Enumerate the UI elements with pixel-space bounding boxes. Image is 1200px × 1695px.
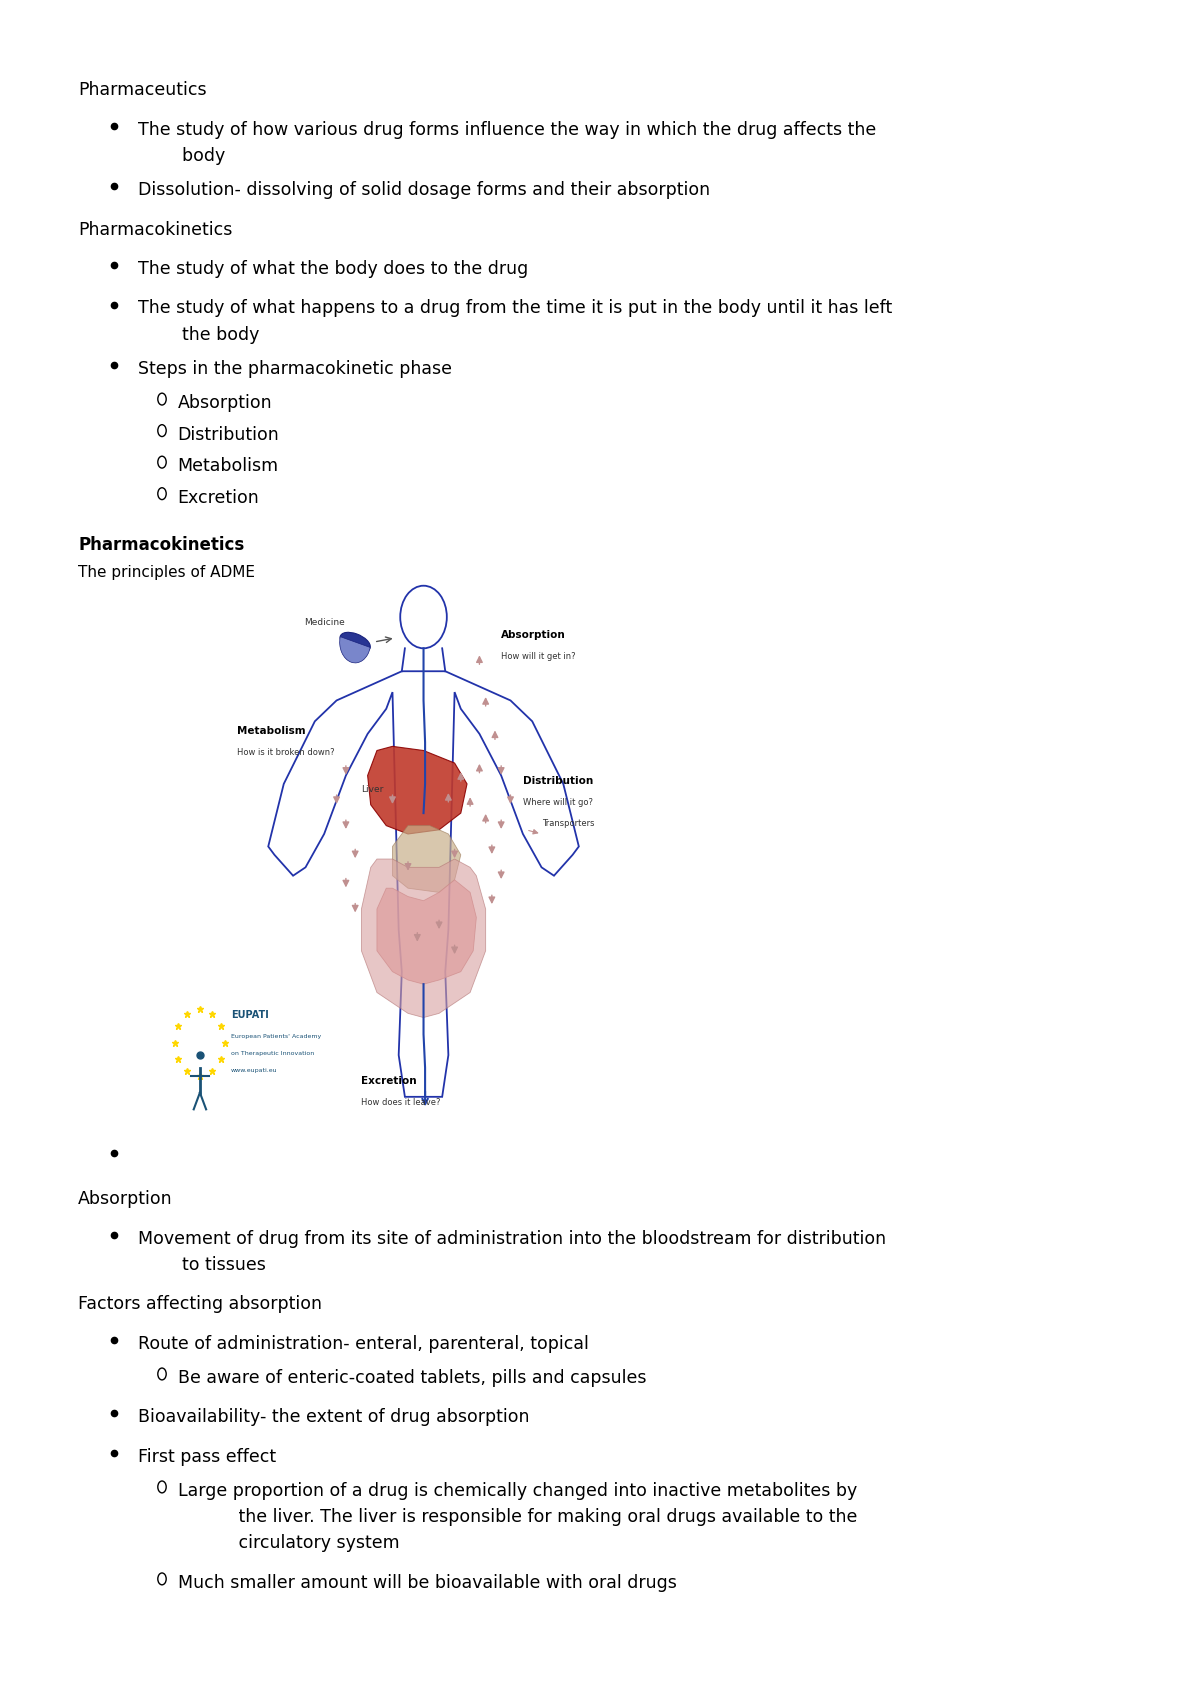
- Text: Medicine: Medicine: [304, 619, 344, 627]
- Wedge shape: [340, 637, 371, 663]
- Text: circulatory system: circulatory system: [178, 1534, 400, 1553]
- Text: Movement of drug from its site of administration into the bloodstream for distri: Movement of drug from its site of admini…: [138, 1229, 886, 1248]
- Text: Metabolism: Metabolism: [178, 458, 278, 475]
- Text: European Patients' Academy: European Patients' Academy: [230, 1034, 322, 1039]
- Text: Distribution: Distribution: [523, 776, 593, 786]
- Text: How will it get in?: How will it get in?: [502, 653, 576, 661]
- Text: EUPATI: EUPATI: [230, 1010, 269, 1020]
- Ellipse shape: [340, 632, 371, 653]
- Text: The study of what happens to a drug from the time it is put in the body until it: The study of what happens to a drug from…: [138, 300, 893, 317]
- Text: The study of how various drug forms influence the way in which the drug affects : The study of how various drug forms infl…: [138, 120, 876, 139]
- Text: Factors affecting absorption: Factors affecting absorption: [78, 1295, 322, 1314]
- Polygon shape: [377, 880, 476, 985]
- Text: Transporters: Transporters: [541, 819, 594, 827]
- Polygon shape: [392, 825, 461, 892]
- Text: Excretion: Excretion: [178, 488, 259, 507]
- Text: Distribution: Distribution: [178, 425, 280, 444]
- Text: to tissues: to tissues: [138, 1256, 266, 1275]
- Text: How does it leave?: How does it leave?: [361, 1098, 440, 1107]
- Text: Absorption: Absorption: [178, 393, 272, 412]
- Text: the body: the body: [138, 325, 259, 344]
- Text: Steps in the pharmacokinetic phase: Steps in the pharmacokinetic phase: [138, 359, 452, 378]
- Text: Metabolism: Metabolism: [238, 725, 306, 736]
- Text: Absorption: Absorption: [78, 1190, 173, 1209]
- Text: Pharmacokinetics: Pharmacokinetics: [78, 220, 233, 239]
- Text: Large proportion of a drug is chemically changed into inactive metabolites by: Large proportion of a drug is chemically…: [178, 1481, 857, 1500]
- Text: www.eupati.eu: www.eupati.eu: [230, 1068, 277, 1073]
- Text: Pharmaceutics: Pharmaceutics: [78, 81, 206, 100]
- Text: Where will it go?: Where will it go?: [523, 798, 593, 807]
- Text: Absorption: Absorption: [502, 631, 566, 641]
- Text: The study of what the body does to the drug: The study of what the body does to the d…: [138, 259, 528, 278]
- Text: Be aware of enteric-coated tablets, pills and capsules: Be aware of enteric-coated tablets, pill…: [178, 1370, 646, 1387]
- Text: Liver: Liver: [361, 785, 384, 795]
- Polygon shape: [361, 859, 486, 1017]
- Polygon shape: [367, 746, 467, 834]
- Text: The principles of ADME: The principles of ADME: [78, 564, 256, 580]
- Text: the liver. The liver is responsible for making oral drugs available to the: the liver. The liver is responsible for …: [178, 1509, 857, 1526]
- Text: Excretion: Excretion: [361, 1076, 418, 1086]
- Text: body: body: [138, 147, 226, 164]
- Text: How is it broken down?: How is it broken down?: [238, 747, 335, 756]
- Text: Route of administration- enteral, parenteral, topical: Route of administration- enteral, parent…: [138, 1334, 589, 1353]
- Text: Bioavailability- the extent of drug absorption: Bioavailability- the extent of drug abso…: [138, 1409, 529, 1425]
- Text: Dissolution- dissolving of solid dosage forms and their absorption: Dissolution- dissolving of solid dosage …: [138, 181, 710, 200]
- Text: Pharmacokinetics: Pharmacokinetics: [78, 536, 245, 554]
- Text: on Therapeutic Innovation: on Therapeutic Innovation: [230, 1051, 314, 1056]
- Text: Much smaller amount will be bioavailable with oral drugs: Much smaller amount will be bioavailable…: [178, 1573, 677, 1592]
- Text: First pass effect: First pass effect: [138, 1448, 276, 1466]
